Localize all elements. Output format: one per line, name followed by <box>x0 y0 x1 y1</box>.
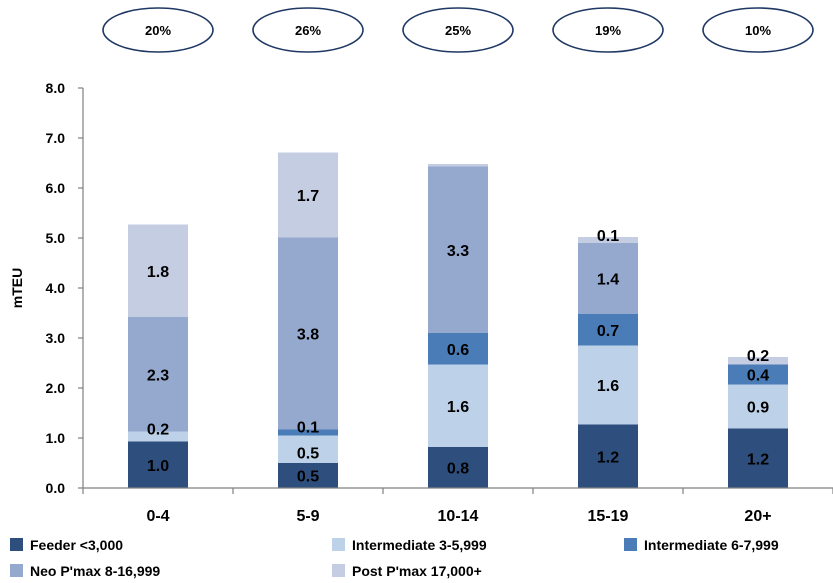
y-tick-label: 7.0 <box>46 130 66 146</box>
x-tick-label: 20+ <box>744 508 771 525</box>
y-tick-label: 5.0 <box>46 230 66 246</box>
percent-callout-label: 26% <box>295 23 321 38</box>
x-tick-label: 5-9 <box>296 508 319 525</box>
legend-label: Feeder <3,000 <box>30 537 123 553</box>
y-axis-label: mTEU <box>9 268 25 308</box>
legend-swatch <box>624 538 637 551</box>
y-tick-label: 3.0 <box>46 330 66 346</box>
legend-label: Neo P'max 8-16,999 <box>30 563 160 579</box>
data-label: 3.3 <box>447 243 469 260</box>
y-tick-label: 4.0 <box>46 280 66 296</box>
data-label: 0.5 <box>297 469 319 486</box>
x-tick-label: 10-14 <box>438 508 479 525</box>
bar-segment <box>578 314 638 346</box>
bar-segment <box>728 357 788 365</box>
data-label: 0.2 <box>147 422 169 439</box>
data-label: 1.7 <box>297 188 319 205</box>
data-label: 0.1 <box>597 228 619 245</box>
percent-callout-ellipse <box>402 7 514 53</box>
legend-label: Intermediate 6-7,999 <box>644 537 779 553</box>
percent-callout-label: 10% <box>745 23 771 38</box>
bar-segment <box>578 345 638 425</box>
axes: 0.0 1.0 2.0 3.0 4.0 5.0 6.0 7.0 8.0 0-4 5-9 10-14 15… <box>46 80 833 525</box>
data-label: 0.7 <box>597 323 619 340</box>
bar-segment <box>728 384 788 429</box>
bar-segment <box>278 435 338 463</box>
bar-segment <box>728 364 788 385</box>
data-label: 1.6 <box>597 378 619 395</box>
x-tick-label: 15-19 <box>588 508 629 525</box>
data-label: 0.5 <box>297 445 319 462</box>
data-label: 1.4 <box>597 272 619 289</box>
bars <box>128 152 788 488</box>
legend-label: Intermediate 3-5,999 <box>352 537 487 553</box>
bar-segment <box>278 429 338 436</box>
y-tick-label: 8.0 <box>46 80 66 96</box>
legend-swatch <box>10 538 23 551</box>
bar-segment <box>578 243 638 314</box>
data-label: 0.9 <box>747 400 769 417</box>
bar-segment <box>428 364 488 447</box>
percent-callout-label: 19% <box>595 23 621 38</box>
legend-label: Post P'max 17,000+ <box>352 563 482 579</box>
percent-callout-ellipse <box>102 7 214 53</box>
x-tick-label: 0-4 <box>146 508 169 525</box>
legend-swatch <box>332 564 345 577</box>
data-label: 1.2 <box>597 449 619 466</box>
data-label: 0.6 <box>447 342 469 359</box>
legend: Feeder <3,000 Intermediate 3-5,999 Interme… <box>10 537 779 579</box>
data-label: 0.2 <box>747 348 769 365</box>
bar-segment <box>728 428 788 488</box>
data-label: 1.6 <box>447 399 469 416</box>
bar-segment <box>128 431 188 442</box>
bar-segment <box>128 317 188 432</box>
bar-segment <box>578 424 638 488</box>
bar-segment <box>428 333 488 365</box>
data-label: 1.0 <box>147 458 169 475</box>
percent-callout-ellipse <box>702 7 814 53</box>
data-label: 0.4 <box>747 368 769 385</box>
data-label: 2.3 <box>147 367 169 384</box>
bar-segment <box>428 166 488 333</box>
bar-segment <box>578 237 638 243</box>
y-tick-label: 2.0 <box>46 380 66 396</box>
y-tick-label: 0.0 <box>46 480 66 496</box>
data-label: 0.8 <box>447 461 469 478</box>
percent-callout-ellipse <box>552 7 664 53</box>
percent-callout-label: 20% <box>145 23 171 38</box>
bar-segment <box>278 237 338 430</box>
data-label: 1.2 <box>747 451 769 468</box>
legend-swatch <box>332 538 345 551</box>
data-label: 3.8 <box>297 327 319 344</box>
y-tick-label: 6.0 <box>46 180 66 196</box>
bar-segment <box>278 152 338 238</box>
bar-segment <box>428 447 488 488</box>
percent-callouts: 20% 26% 25% 19% 10% <box>102 7 814 53</box>
legend-swatch <box>10 564 23 577</box>
percent-callout-ellipse <box>252 7 364 53</box>
bar-segment <box>428 164 488 167</box>
data-labels: 1.0 0.2 2.3 1.8 0.5 0.5 0.1 3.8 1.7 0.8 1.6 0.6 3.3 1… <box>147 188 769 486</box>
bar-segment <box>128 441 188 488</box>
data-label: 1.8 <box>147 264 169 281</box>
y-tick-label: 1.0 <box>46 430 66 446</box>
data-label: 0.1 <box>297 420 319 437</box>
bar-segment <box>278 463 338 488</box>
percent-callout-label: 25% <box>445 23 471 38</box>
bar-segment <box>128 224 188 317</box>
